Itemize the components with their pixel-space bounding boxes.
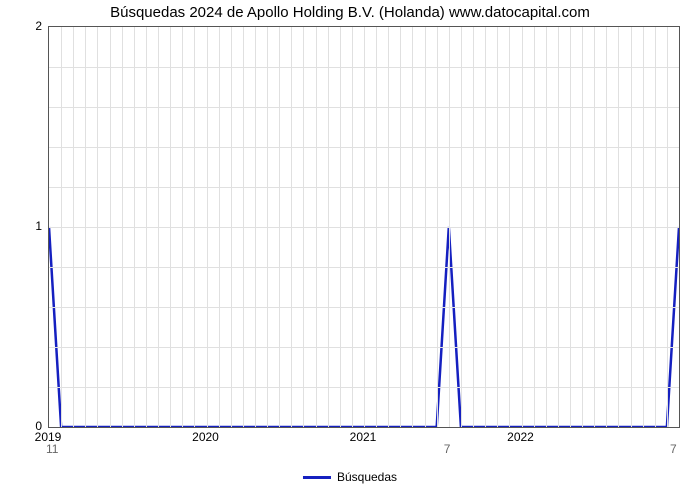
grid-line-h: [49, 147, 679, 148]
legend: Búsquedas: [303, 470, 397, 484]
grid-line-h: [49, 107, 679, 108]
annotation: 11: [46, 442, 58, 456]
grid-line-h: [49, 227, 679, 228]
grid-line-h: [49, 67, 679, 68]
x-tick-label: 2022: [507, 430, 534, 444]
grid-line-h: [49, 307, 679, 308]
x-tick-label: 2020: [192, 430, 219, 444]
grid-line-h: [49, 267, 679, 268]
annotation: 7: [670, 442, 677, 456]
grid-line-h: [49, 347, 679, 348]
y-tick-label: 2: [24, 19, 42, 33]
x-tick-label: 2021: [350, 430, 377, 444]
grid-line-h: [49, 187, 679, 188]
plot-area: [48, 26, 680, 428]
y-tick-label: 0: [24, 419, 42, 433]
annotation: 7: [444, 442, 451, 456]
chart-title: Búsquedas 2024 de Apollo Holding B.V. (H…: [0, 4, 700, 21]
chart-container: Búsquedas 2024 de Apollo Holding B.V. (H…: [0, 0, 700, 500]
grid-line-h: [49, 387, 679, 388]
legend-label: Búsquedas: [337, 470, 397, 484]
y-tick-label: 1: [24, 219, 42, 233]
legend-swatch: [303, 476, 331, 479]
